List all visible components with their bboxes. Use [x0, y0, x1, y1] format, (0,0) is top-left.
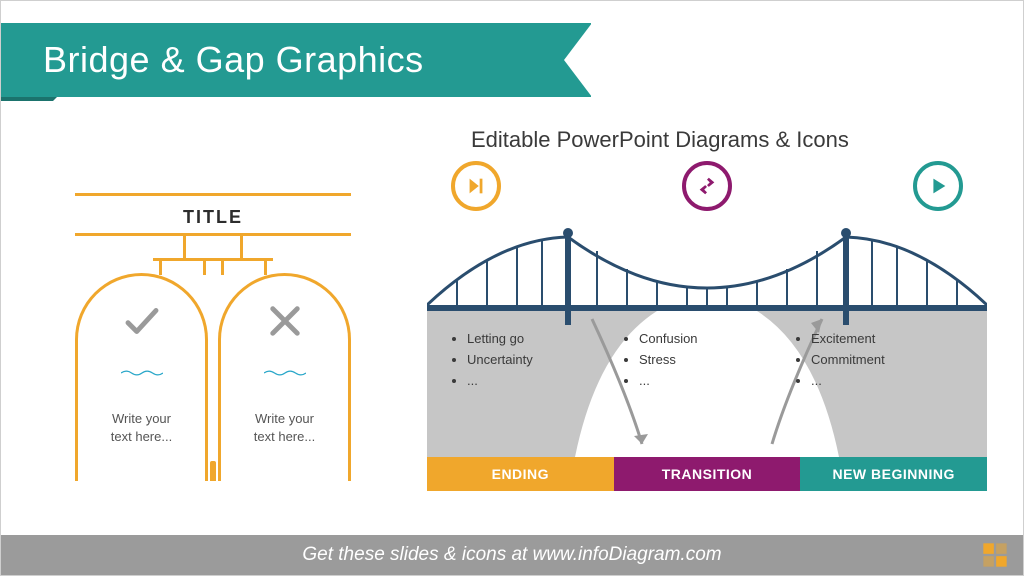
- signpost-base: [210, 461, 216, 481]
- list-item: Uncertainty: [467, 352, 621, 367]
- title-ribbon: Bridge & Gap Graphics: [1, 23, 591, 97]
- band-ending: ENDING: [427, 457, 614, 491]
- signpost-arch-right: Write yourtext here...: [218, 273, 351, 481]
- signpost-title: TITLE: [183, 207, 243, 228]
- footer-url: www.infoDiagram.com: [533, 544, 722, 565]
- band-new-beginning: NEW BEGINNING: [800, 457, 987, 491]
- play-icon: [913, 161, 963, 211]
- wave-line: [121, 352, 163, 394]
- page-title: Bridge & Gap Graphics: [43, 39, 424, 81]
- bridge-columns: Letting go Uncertainty ... Confusion Str…: [427, 331, 987, 394]
- check-icon: [121, 300, 163, 342]
- bridge-icon-row: [427, 161, 987, 211]
- column-transition: Confusion Stress ...: [621, 331, 793, 394]
- bridge-diagram: Letting go Uncertainty ... Confusion Str…: [427, 161, 987, 491]
- footer-bar: Get these slides & icons at www.infoDiag…: [1, 535, 1023, 575]
- skip-forward-icon: [451, 161, 501, 211]
- list-item: Excitement: [811, 331, 965, 346]
- signpost-arch-left: Write yourtext here...: [75, 273, 208, 481]
- list-item: ...: [639, 373, 793, 388]
- band-transition: TRANSITION: [614, 457, 801, 491]
- list-item: Commitment: [811, 352, 965, 367]
- list-item: ...: [467, 373, 621, 388]
- arch-placeholder-right: Write yourtext here...: [254, 410, 315, 445]
- footer-text: Get these slides & icons at www.infoDiag…: [302, 544, 721, 566]
- column-new-beginning: Excitement Commitment ...: [793, 331, 965, 394]
- list-item: Letting go: [467, 331, 621, 346]
- cross-icon: [264, 300, 306, 342]
- phase-bands: ENDING TRANSITION NEW BEGINNING: [427, 457, 987, 491]
- list-item: Confusion: [639, 331, 793, 346]
- list-item: ...: [811, 373, 965, 388]
- signpost-diagram: TITLE Write yourtext here... Write yourt…: [53, 181, 373, 481]
- arch-placeholder-left: Write yourtext here...: [111, 410, 172, 445]
- page-subtitle: Editable PowerPoint Diagrams & Icons: [471, 127, 849, 153]
- column-ending: Letting go Uncertainty ...: [449, 331, 621, 394]
- list-item: Stress: [639, 352, 793, 367]
- wave-line: [264, 352, 306, 394]
- brand-logo-icon: [981, 541, 1009, 569]
- swap-arrows-icon: [682, 161, 732, 211]
